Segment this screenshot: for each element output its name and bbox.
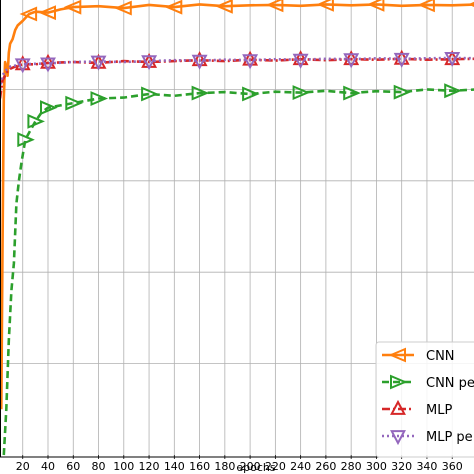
series-line (0, 57, 474, 99)
data-point (114, 0, 132, 16)
data-point (63, 0, 82, 15)
data-point (141, 86, 159, 102)
legend-marker (388, 347, 406, 363)
x-axis-label: epochs (236, 461, 275, 474)
x-tick-label: 220 (265, 460, 286, 473)
data-point (242, 50, 259, 66)
data-point (191, 51, 208, 67)
data-point (417, 0, 435, 13)
data-point (19, 6, 38, 22)
data-point (343, 53, 360, 69)
series-2 (2, 83, 474, 456)
series-line (0, 3, 474, 410)
x-tick-label: 300 (366, 460, 387, 473)
data-point (164, 0, 183, 15)
x-tick-label: 320 (391, 460, 412, 473)
x-tick-label: 80 (92, 460, 106, 473)
data-point (444, 52, 461, 68)
data-point (191, 85, 210, 101)
data-point (242, 54, 259, 70)
data-point (191, 54, 208, 70)
legend-item: MLP pe (382, 430, 473, 446)
data-point (343, 85, 361, 101)
plot-area (0, 0, 474, 456)
x-tick-label: 40 (41, 460, 55, 473)
data-point (292, 50, 309, 66)
legend: CNN CNN pe MLP MLP pe (375, 341, 474, 458)
x-tick-label: 140 (164, 460, 185, 473)
series-3 (0, 49, 474, 99)
data-point (215, 0, 233, 14)
x-tick-label: 340 (416, 460, 437, 473)
legend-marker (390, 374, 408, 390)
legend-marker (390, 430, 406, 446)
data-point (141, 55, 158, 71)
x-tick-label: 180 (214, 460, 235, 473)
data-point (316, 0, 334, 12)
data-point (17, 132, 35, 148)
x-tick-label: 260 (315, 460, 336, 473)
x-tick-label: 240 (290, 460, 311, 473)
legend-label: MLP (426, 403, 452, 418)
legend-box (375, 341, 474, 458)
legend-label: MLP pe (426, 430, 473, 445)
data-point (265, 0, 284, 13)
data-point (40, 57, 56, 73)
x-tick-label: 20 (16, 460, 30, 473)
x-tick-label: 60 (66, 460, 80, 473)
data-point (292, 53, 309, 69)
data-point (467, 1, 474, 7)
x-tick-label: 160 (189, 460, 210, 473)
data-point (90, 55, 107, 71)
data-point (393, 52, 410, 68)
data-point (90, 91, 109, 107)
data-point (393, 84, 412, 100)
x-tick-label: 120 (139, 460, 160, 473)
x-tick-label: 100 (113, 460, 134, 473)
data-point (14, 58, 31, 74)
data-point (27, 113, 45, 129)
series-4 (0, 52, 474, 90)
x-tick-label: 280 (341, 460, 362, 473)
data-point (292, 85, 311, 101)
data-point (444, 83, 462, 99)
data-point (40, 53, 56, 69)
legend-label: CNN pe (426, 376, 474, 391)
data-point (40, 100, 58, 116)
data-point (38, 5, 56, 21)
data-point (366, 0, 385, 12)
x-tick-label: 360 (442, 460, 463, 473)
series-1 (0, 0, 474, 410)
plot-frame (0, 0, 474, 458)
x-axis: 20 40 60 80 100 120 140 160 180 200 220 240 260 280 30… (16, 455, 463, 473)
legend-item: CNN (382, 347, 455, 364)
legend-item: CNN pe (382, 374, 474, 391)
x-tick-label: 200 (240, 460, 261, 473)
legend-marker (390, 399, 406, 415)
legend-item: MLP (382, 399, 452, 418)
legend-label: CNN (426, 349, 455, 364)
data-point (65, 95, 83, 111)
data-point (242, 86, 260, 102)
series-line (0, 56, 474, 90)
